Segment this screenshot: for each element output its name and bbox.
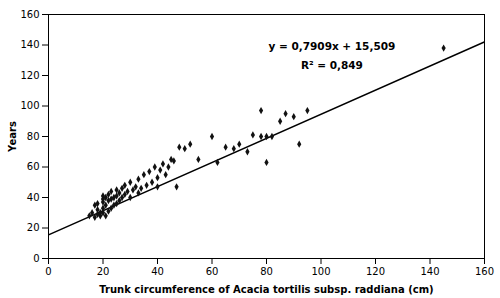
svg-text:160: 160 [20, 9, 39, 20]
svg-text:R² = 0,849: R² = 0,849 [301, 59, 363, 71]
svg-text:0: 0 [33, 253, 39, 264]
svg-text:Trunk circumference of Acacia: Trunk circumference of Acacia tortilis s… [99, 284, 433, 295]
svg-text:80: 80 [260, 266, 273, 277]
svg-text:20: 20 [27, 222, 40, 233]
svg-text:60: 60 [206, 266, 219, 277]
svg-text:y = 0,7909x + 15,509: y = 0,7909x + 15,509 [268, 40, 395, 52]
svg-text:40: 40 [151, 266, 164, 277]
svg-text:60: 60 [27, 161, 40, 172]
svg-text:140: 140 [420, 266, 439, 277]
svg-text:80: 80 [27, 131, 40, 142]
svg-text:160: 160 [475, 266, 494, 277]
svg-text:0: 0 [45, 266, 51, 277]
svg-text:40: 40 [27, 192, 40, 203]
svg-text:Years: Years [7, 121, 18, 153]
svg-text:120: 120 [20, 70, 39, 81]
svg-text:120: 120 [366, 266, 385, 277]
svg-text:100: 100 [20, 100, 39, 111]
svg-text:20: 20 [97, 266, 110, 277]
svg-text:100: 100 [311, 266, 330, 277]
svg-text:140: 140 [20, 39, 39, 50]
